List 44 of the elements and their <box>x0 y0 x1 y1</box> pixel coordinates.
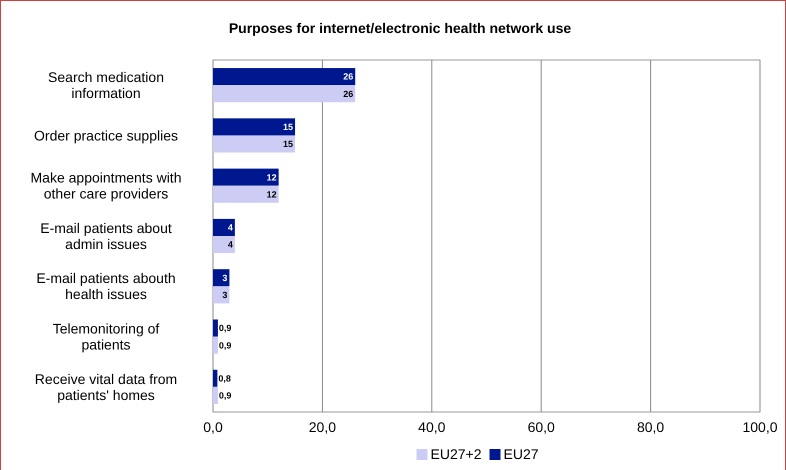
data-label: 4 <box>228 240 233 250</box>
bar <box>213 286 230 304</box>
y-tick-label: E-mail patients about admin issues <box>40 220 172 252</box>
legend-label: EU27+2 <box>430 446 482 462</box>
bar <box>213 336 218 354</box>
legend-label: EU27 <box>504 446 539 462</box>
data-label: 15 <box>283 139 294 150</box>
x-tick-label: 100,0 <box>742 419 778 435</box>
chart-title: Purposes for internet/electronic health network use <box>228 20 572 36</box>
bar <box>213 269 230 286</box>
data-label: 26 <box>343 72 354 82</box>
y-tick-label: Receive vital data from patients' homes <box>34 370 178 403</box>
x-tick-label: 40,0 <box>418 419 446 435</box>
y-tick-label: Make appointments with other care providers <box>30 170 182 202</box>
data-label: 15 <box>283 122 294 132</box>
data-label: 12 <box>266 172 277 182</box>
bar <box>213 168 279 186</box>
bar <box>213 118 296 136</box>
data-label: 0,9 <box>218 390 232 401</box>
y-tick-label: Telemonitoring of patients <box>52 320 160 352</box>
bar <box>213 135 296 153</box>
y-tick-label: Search medication information <box>48 69 164 102</box>
data-label: 4 <box>228 222 233 233</box>
x-tick-label: 20,0 <box>308 419 336 435</box>
bar <box>213 236 235 254</box>
data-label: 0,9 <box>218 340 232 350</box>
data-label: 3 <box>222 290 228 300</box>
y-tick-label: E-mail patients abouth health issues <box>36 270 176 302</box>
bar <box>213 386 218 404</box>
bar <box>213 68 356 86</box>
y-tick-label: Order practice supplies <box>34 127 178 144</box>
bar <box>213 218 235 236</box>
bar <box>213 319 218 337</box>
data-label: 0,8 <box>218 373 231 384</box>
bar <box>213 370 218 387</box>
bar <box>213 85 356 102</box>
data-label: 26 <box>343 88 354 99</box>
data-label: 12 <box>266 189 277 200</box>
bar <box>213 186 279 203</box>
x-tick-label: 0,0 <box>203 419 223 435</box>
data-label: 3 <box>222 272 228 283</box>
x-tick-label: 80,0 <box>636 419 664 435</box>
data-label: 0,9 <box>218 323 232 334</box>
x-tick-label: 60,0 <box>528 419 556 435</box>
